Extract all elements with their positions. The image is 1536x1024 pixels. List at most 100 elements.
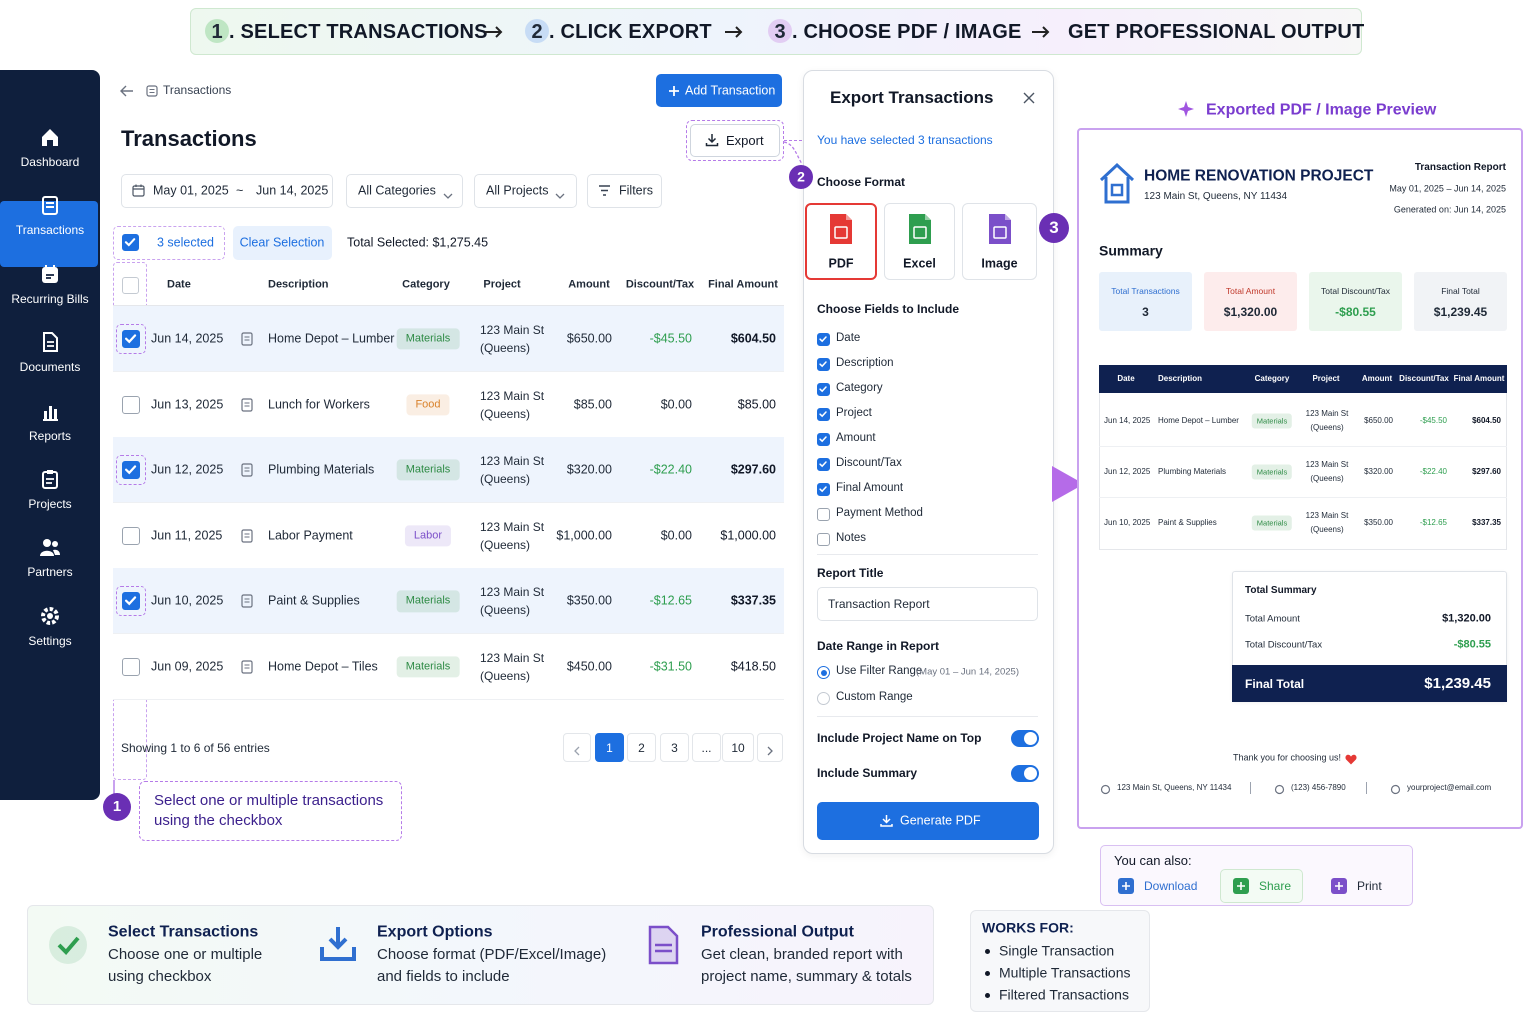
row-final: $604.50 [730, 331, 776, 346]
page-number[interactable]: 2 [638, 740, 645, 755]
column-header: Discount/Tax [625, 278, 695, 291]
feature-text: Choose format (PDF/Excel/Image) [377, 946, 607, 963]
row-date: Jun 11, 2025 [151, 528, 223, 543]
house-logo [1098, 161, 1136, 205]
page-button[interactable] [595, 733, 624, 762]
generate-button[interactable] [817, 802, 1039, 840]
row-amount: $650.00 [566, 331, 612, 346]
field-checkbox[interactable] [817, 458, 830, 471]
preview-project: HOME RENOVATION PROJECT [1144, 167, 1374, 185]
projects-filter[interactable] [474, 174, 577, 208]
row-checkbox[interactable] [122, 395, 140, 414]
categories-filter[interactable] [346, 174, 463, 208]
row-category: Materials [396, 459, 460, 481]
date-option-radio[interactable] [817, 692, 830, 705]
filters-button[interactable] [587, 174, 662, 208]
feature-text: and fields to include [377, 968, 510, 985]
page-button[interactable] [660, 733, 689, 762]
field-checkbox[interactable] [817, 358, 830, 371]
total-summary-title: Total Summary [1245, 585, 1317, 596]
row-icon [240, 594, 254, 608]
step-choose-number: 3 [1049, 217, 1059, 237]
select-all-checkbox[interactable] [122, 234, 139, 251]
preview-column-header: Discount/Tax [1399, 374, 1449, 384]
date-to: Jun 14, 2025 [256, 183, 329, 198]
feature-icon [318, 925, 358, 965]
preview-row-project: (Queens) [1310, 423, 1344, 433]
also-label[interactable]: Print [1357, 878, 1382, 893]
row-checkbox[interactable] [122, 526, 140, 545]
format-icon [905, 213, 935, 246]
field-checkbox[interactable] [817, 483, 830, 496]
export-button[interactable] [690, 124, 780, 157]
preview-row-discount: -$45.50 [1419, 416, 1447, 426]
clear-selection-label[interactable]: Clear Selection [239, 235, 325, 250]
row-amount: $450.00 [566, 659, 612, 674]
page-button[interactable] [627, 733, 656, 762]
row-checkbox[interactable] [122, 658, 140, 676]
report-title-input[interactable] [817, 587, 1038, 621]
sidebar-label: Transactions [15, 223, 85, 238]
table-header-border [113, 305, 784, 306]
works-for-bullet [985, 992, 990, 998]
clear-selection-button[interactable] [233, 226, 332, 260]
page-number[interactable]: 3 [671, 740, 678, 755]
field-label: Description [836, 357, 894, 370]
row-description: Plumbing Materials [268, 462, 375, 477]
format-label[interactable]: PDF [828, 256, 854, 271]
close-button[interactable] [1018, 86, 1040, 108]
page-button[interactable] [692, 733, 721, 762]
step-format-number: 2 [797, 168, 805, 185]
summary-card [1414, 272, 1507, 331]
feature-title: Export Options [377, 923, 493, 941]
row-icon [240, 660, 254, 674]
report-title-label: Report Title [817, 565, 884, 580]
row-amount: $1,000.00 [556, 528, 612, 543]
field-checkbox[interactable] [817, 408, 830, 421]
fields-title: Choose Fields to Include [817, 301, 960, 316]
column-header: Description [268, 278, 329, 291]
row-checkbox[interactable] [122, 461, 140, 480]
summary-card-label: Total Transactions [1111, 285, 1180, 296]
row-checkbox[interactable] [122, 330, 140, 348]
total-summary-value: $1,320.00 [1442, 612, 1491, 625]
preview-row-date: Jun 10, 2025 [1104, 518, 1151, 528]
format-label[interactable]: Excel [903, 256, 936, 271]
format-label[interactable]: Image [981, 256, 1018, 271]
page-next[interactable] [757, 733, 783, 762]
also-label[interactable]: Download [1144, 878, 1198, 893]
field-checkbox[interactable] [817, 333, 830, 346]
field-checkbox[interactable] [817, 383, 830, 396]
row-description: Labor Payment [268, 528, 353, 543]
flow-arrow [1050, 462, 1088, 506]
field-checkbox[interactable] [817, 533, 830, 546]
table-row [113, 502, 784, 569]
sidebar-icon [39, 468, 61, 490]
step-number: 3 [774, 21, 786, 43]
summary-card-value: $1,320.00 [1223, 304, 1278, 319]
also-label[interactable]: Share [1259, 878, 1292, 893]
table-row [113, 437, 784, 504]
page-number[interactable]: ... [701, 740, 712, 755]
page-button[interactable] [722, 733, 754, 762]
sidebar-icon [39, 263, 61, 285]
field-checkbox[interactable] [817, 433, 830, 446]
contact-divider [1366, 782, 1367, 794]
step-format-number-circle [789, 165, 813, 189]
dropdown-chevron [555, 187, 565, 199]
page-prev[interactable] [563, 733, 591, 762]
step-number-circle [525, 19, 549, 43]
works-for-item: Filtered Transactions [999, 986, 1129, 1003]
page-number[interactable]: 1 [606, 740, 613, 755]
date-option-detail: (May 01 – Jun 14, 2025) [916, 666, 1019, 678]
row-checkbox[interactable] [122, 592, 140, 611]
step-label: . SELECT TRANSACTIONS [229, 21, 488, 43]
page-number[interactable]: 10 [731, 740, 745, 755]
feature-text: using checkbox [108, 968, 212, 985]
preview-row-amount: $650.00 [1364, 416, 1393, 426]
date-range-filter[interactable] [121, 174, 333, 208]
field-checkbox[interactable] [817, 508, 830, 521]
entries-info: Showing 1 to 6 of 56 entries [121, 740, 270, 755]
row-final: $1,000.00 [720, 528, 776, 543]
preview-page [1077, 128, 1523, 829]
